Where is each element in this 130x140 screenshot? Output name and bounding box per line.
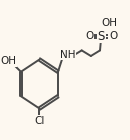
Text: O: O [109,31,117,41]
Text: OH: OH [102,18,118,28]
Text: NH: NH [60,50,75,60]
Text: Cl: Cl [34,116,45,126]
Text: O: O [85,31,93,41]
Text: OH: OH [0,56,16,66]
Text: S: S [98,30,105,43]
